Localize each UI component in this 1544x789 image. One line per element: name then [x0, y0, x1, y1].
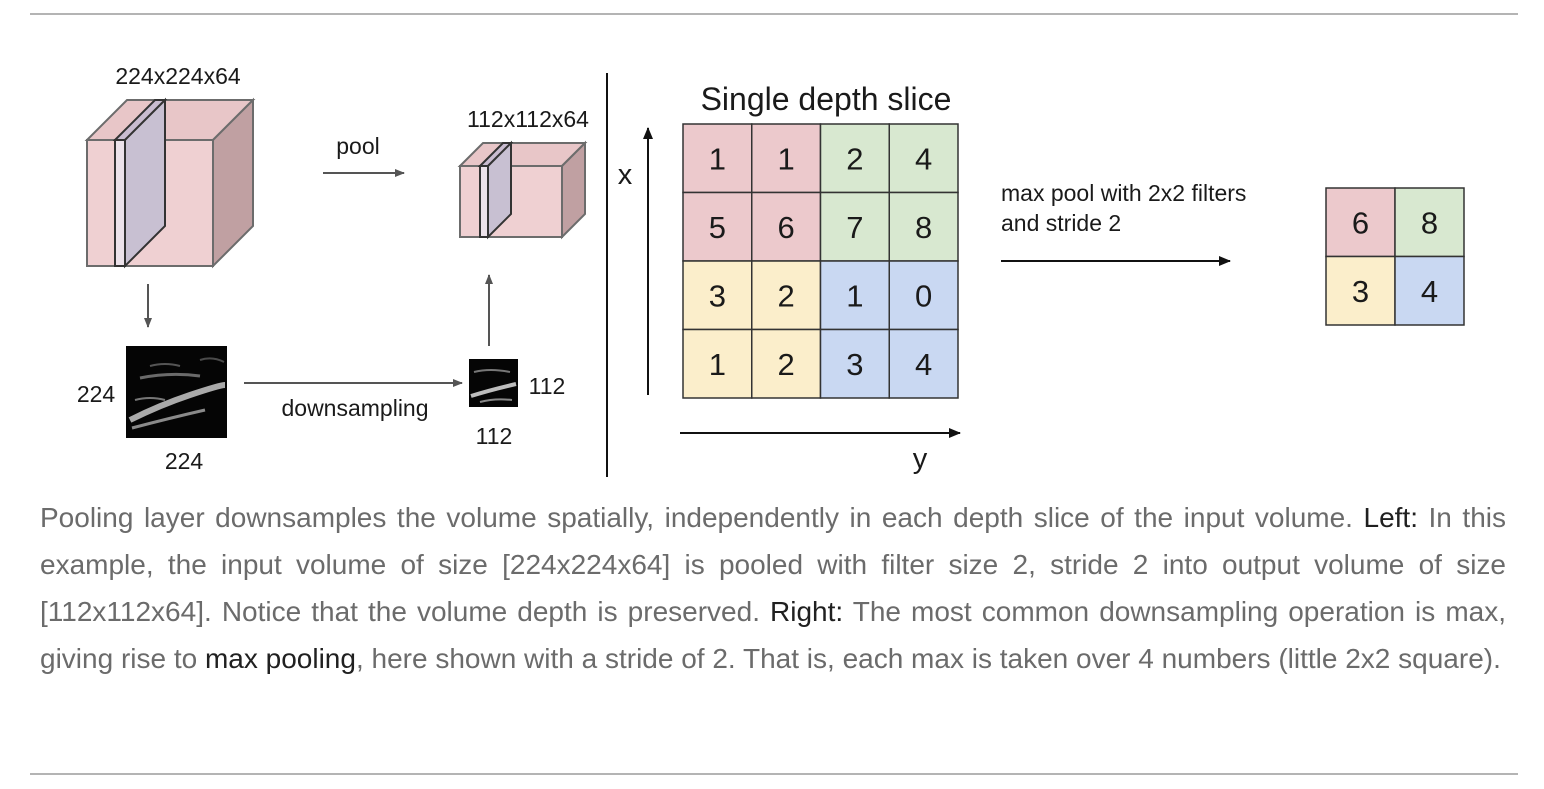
- caption-part-3: The most common downsampling operation i…: [40, 596, 1506, 674]
- slice-cell: [888, 328, 959, 399]
- slice-value: 0: [915, 278, 932, 313]
- slice-cell: [751, 328, 822, 399]
- depth-slice-image: [126, 346, 227, 438]
- slice-value: 3: [846, 347, 863, 382]
- small-width-label: 112: [476, 423, 513, 449]
- pooling-diagram: 224x224x64 pool 112x112x64 224 224 downs…: [77, 63, 1465, 477]
- output-volume-cube: [457, 140, 588, 240]
- pool-label: pool: [336, 133, 379, 159]
- y-axis-label: y: [913, 443, 928, 475]
- caption-max-pooling: max pooling: [204, 643, 356, 674]
- figure-caption: Pooling layer downsamples the volume spa…: [40, 494, 1506, 682]
- slice-title: Single depth slice: [701, 81, 952, 117]
- slice-value: 8: [915, 210, 932, 245]
- slice-value: 2: [778, 347, 795, 382]
- result-cell: [1394, 255, 1465, 326]
- downsampled-slice-image: [469, 359, 518, 407]
- slice-value: 2: [778, 278, 795, 313]
- caption-part-2: In this example, the input volume of siz…: [40, 502, 1506, 627]
- input-size-label: 224x224x64: [115, 63, 241, 89]
- slice-value: 1: [846, 278, 863, 313]
- output-size-label: 112x112x64: [467, 106, 589, 132]
- slice-value: 4: [915, 141, 932, 176]
- slice-value: 4: [915, 347, 932, 382]
- caption-left-label: Left:: [1363, 502, 1418, 533]
- slice-cell: [751, 123, 822, 194]
- slice-value: 7: [846, 210, 863, 245]
- slice-value: 1: [778, 141, 795, 176]
- slice-cell: [888, 123, 959, 194]
- slice-value: 6: [778, 210, 795, 245]
- slice-cell: [819, 123, 890, 194]
- slice-height-label: 224: [77, 381, 116, 407]
- depth-slice-grid: 1 1 2 4 5 6 7 8 3 2 1 0 1 2 3 4: [682, 123, 959, 399]
- slice-cell: [682, 123, 753, 194]
- slice-value: 5: [709, 210, 726, 245]
- caption-part-4: , here shown with a stride of 2. That is…: [355, 643, 1501, 674]
- result-cell: [1394, 187, 1465, 258]
- result-cell: [1325, 255, 1396, 326]
- slice-cell: [888, 260, 959, 331]
- slice-value: 1: [709, 141, 726, 176]
- slice-cell: [751, 191, 822, 262]
- bottom-divider: [30, 773, 1518, 775]
- downsampling-label: downsampling: [281, 395, 428, 421]
- slice-value: 3: [709, 278, 726, 313]
- result-value: 6: [1352, 205, 1369, 240]
- result-grid: 6 8 3 4: [1325, 187, 1465, 326]
- top-divider: [30, 13, 1518, 15]
- operation-line2: and stride 2: [1001, 210, 1121, 236]
- slice-cell: [888, 191, 959, 262]
- slice-value: 1: [709, 347, 726, 382]
- result-value: 4: [1421, 274, 1438, 309]
- operation-line1: max pool with 2x2 filters: [1001, 180, 1246, 206]
- small-height-label: 112: [529, 373, 566, 399]
- slice-value: 2: [846, 141, 863, 176]
- caption-right-label: Right:: [770, 596, 844, 627]
- slice-cell: [819, 260, 890, 331]
- result-value: 8: [1421, 205, 1438, 240]
- x-axis-label: x: [618, 159, 633, 191]
- slice-width-label: 224: [165, 448, 204, 474]
- slice-cell: [682, 328, 753, 399]
- caption-part-1: Pooling layer downsamples the volume spa…: [40, 502, 1364, 533]
- slice-cell: [751, 260, 822, 331]
- input-volume-cube: [84, 97, 256, 269]
- result-cell: [1325, 187, 1396, 258]
- result-value: 3: [1352, 274, 1369, 309]
